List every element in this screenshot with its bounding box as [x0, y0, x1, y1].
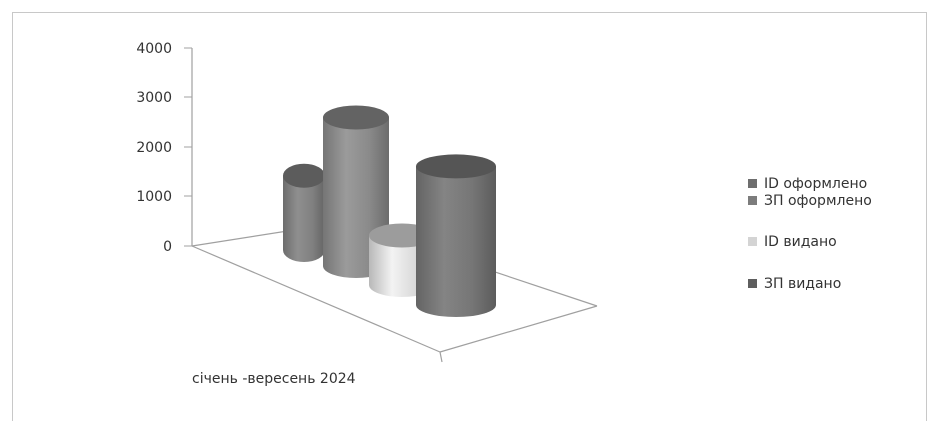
floor-front-tick — [439, 351, 443, 363]
legend-label: ID видано — [764, 234, 837, 250]
legend: ID оформлено ЗП оформлено ID видано ЗП в… — [748, 176, 872, 292]
legend-swatch — [748, 179, 757, 188]
bar-top — [323, 105, 389, 130]
bar-4 — [416, 154, 496, 317]
y-tick-label: 1000 — [136, 189, 172, 205]
legend-swatch — [748, 237, 757, 246]
bar-1 — [283, 163, 325, 262]
y-tick-label: 3000 — [136, 90, 172, 106]
floor-front-edge — [439, 305, 598, 353]
floor-left-edge — [191, 245, 441, 353]
legend-item: ЗП оформлено — [748, 193, 872, 209]
chart-frame — [12, 12, 927, 421]
legend-label: ЗП оформлено — [764, 193, 872, 209]
y-tick-label: 0 — [163, 239, 172, 255]
bar-top — [416, 154, 496, 179]
bar-top — [283, 163, 325, 188]
legend-swatch — [748, 279, 757, 288]
y-tick-label: 2000 — [136, 140, 172, 156]
category-label: січень -вересень 2024 — [192, 371, 356, 387]
legend-item: ЗП видано — [748, 276, 841, 292]
y-tick-labels: 4000 3000 2000 1000 0 — [136, 41, 172, 255]
bar-body — [283, 175, 325, 262]
legend-label: ID оформлено — [764, 176, 867, 192]
bars — [283, 105, 496, 317]
legend-item: ID видано — [748, 234, 837, 250]
chart-axes — [184, 47, 598, 363]
bar-body — [416, 166, 496, 317]
y-tick-label: 4000 — [136, 41, 172, 57]
legend-item: ID оформлено — [748, 176, 867, 192]
legend-swatch — [748, 196, 757, 205]
legend-label: ЗП видано — [764, 276, 841, 292]
